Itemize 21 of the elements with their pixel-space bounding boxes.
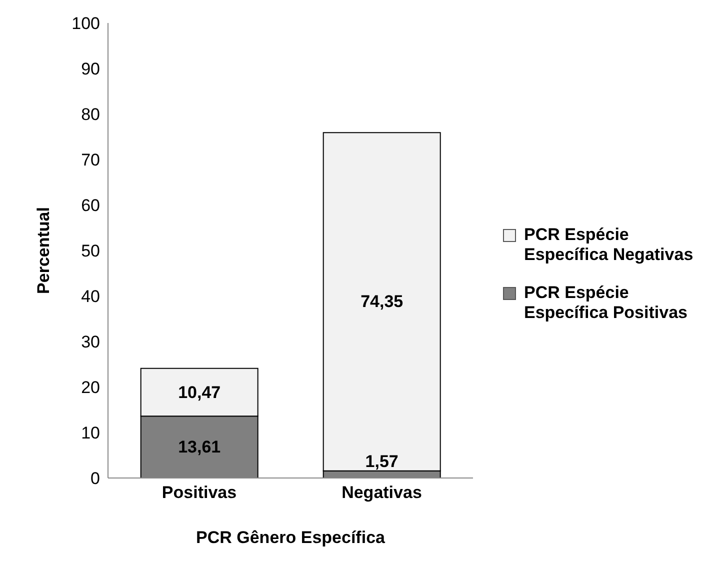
y-tick-label: 70: [81, 150, 100, 170]
y-tick-label: 30: [81, 332, 100, 352]
y-tick-label: 100: [72, 14, 100, 34]
y-tick-label: 90: [81, 60, 100, 79]
x-tick-label: Positivas: [162, 483, 237, 502]
legend-label: PCR Espécie Específica Positivas: [524, 283, 688, 323]
text: PCR Espécie Específica Negativas: [524, 225, 694, 265]
y-tick-label: 0: [90, 469, 100, 488]
y-tick-label: 80: [81, 105, 100, 124]
y-tick-label: 60: [81, 196, 100, 216]
x-axis-title: PCR Gênero Específica: [196, 528, 386, 547]
x-tick-label: Negativas: [342, 483, 422, 502]
y-tick-label: 20: [81, 378, 100, 398]
data-label: 1,57: [365, 452, 398, 471]
y-tick-label: 50: [81, 242, 100, 261]
data-label: 74,35: [360, 292, 404, 312]
y-tick-label: 10: [81, 424, 100, 443]
y-tick-label: 40: [81, 287, 100, 306]
data-label: 10,47: [178, 382, 221, 402]
data-label: 13,61: [178, 438, 221, 457]
y-axis-title: Percentual: [34, 207, 54, 294]
